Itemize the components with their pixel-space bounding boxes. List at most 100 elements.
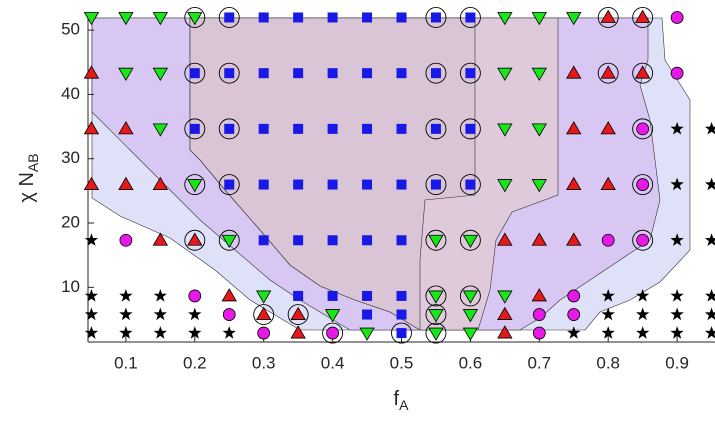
star-point xyxy=(704,121,715,135)
phase-regions xyxy=(91,17,691,331)
down-triangle-point xyxy=(118,67,134,81)
up-triangle-point xyxy=(600,176,616,190)
star-point xyxy=(153,307,167,321)
ring-point xyxy=(184,62,206,84)
star-point xyxy=(670,233,684,246)
star-point xyxy=(636,307,650,321)
up-triangle-point xyxy=(290,306,306,320)
down-triangle-point xyxy=(497,12,513,26)
ring-point xyxy=(632,229,654,251)
up-triangle-point xyxy=(497,306,513,320)
star-point xyxy=(222,326,236,339)
ring-point xyxy=(218,7,240,28)
square-point xyxy=(258,68,269,79)
ring-point xyxy=(184,118,206,140)
ring-point xyxy=(425,62,447,84)
down-triangle-point xyxy=(359,327,375,341)
square-point xyxy=(465,179,476,190)
y-axis-label: χ NAB xyxy=(16,153,40,202)
square-point xyxy=(327,235,338,246)
square-point xyxy=(327,179,338,190)
square-point xyxy=(362,123,373,134)
up-triangle-point xyxy=(600,65,616,79)
square-point xyxy=(430,68,441,79)
up-triangle-point xyxy=(290,325,306,339)
x-tick-label: 0.7 xyxy=(527,353,551,372)
square-point xyxy=(189,68,200,79)
square-point xyxy=(258,123,269,134)
star-point xyxy=(188,307,202,321)
square-point xyxy=(396,309,407,320)
down-triangle-point xyxy=(566,12,582,26)
down-triangle-point xyxy=(462,327,479,341)
square-point xyxy=(465,68,476,79)
down-triangle-point xyxy=(221,234,237,249)
down-triangle-point xyxy=(256,290,272,304)
down-triangle-point xyxy=(531,123,547,137)
square-point xyxy=(396,123,407,134)
up-triangle-point xyxy=(634,9,651,23)
star-point xyxy=(84,289,99,302)
ring-point xyxy=(459,174,481,196)
up-triangle-point xyxy=(566,232,582,246)
down-triangle-point xyxy=(152,12,169,26)
star-point xyxy=(670,177,684,191)
up-triangle-point xyxy=(531,288,547,302)
square-point xyxy=(293,179,304,190)
circle-point xyxy=(257,326,271,340)
star-point xyxy=(670,289,684,302)
ring-point xyxy=(459,7,481,28)
down-triangle-point xyxy=(83,12,100,26)
ring-point xyxy=(425,285,447,307)
star-point xyxy=(119,289,133,302)
ring-point xyxy=(253,304,275,325)
ring-point xyxy=(632,62,654,84)
square-point xyxy=(189,123,200,134)
up-triangle-point xyxy=(566,65,582,79)
ring-point xyxy=(597,62,619,84)
down-triangle-point xyxy=(118,12,134,26)
star-point xyxy=(670,326,684,339)
y-tick-label: 20 xyxy=(61,213,80,232)
down-triangle-point xyxy=(428,309,444,323)
down-triangle-point xyxy=(462,234,479,249)
ring-point xyxy=(459,118,481,140)
square-point xyxy=(396,12,407,23)
square-point xyxy=(327,290,338,301)
square-point xyxy=(362,68,373,79)
y-tick-label: 30 xyxy=(61,148,80,167)
star-point xyxy=(119,326,133,339)
down-triangle-point xyxy=(531,12,547,26)
ring-point xyxy=(322,322,344,344)
x-tick-label: 0.1 xyxy=(114,353,138,372)
square-point xyxy=(430,12,441,23)
star-point xyxy=(704,177,715,191)
up-triangle-point xyxy=(83,65,100,79)
square-point xyxy=(362,309,373,320)
square-point xyxy=(258,235,269,246)
square-point xyxy=(465,123,476,134)
up-triangle-point xyxy=(566,176,582,190)
down-triangle-point xyxy=(462,290,479,304)
ring-point xyxy=(184,229,206,251)
down-triangle-point xyxy=(462,309,479,323)
circle-point xyxy=(532,308,546,321)
ring-point xyxy=(218,62,240,84)
down-triangle-point xyxy=(497,179,513,193)
ring-point xyxy=(459,229,481,251)
ring-point xyxy=(425,7,447,28)
circle-point xyxy=(636,178,650,191)
ring-point xyxy=(425,174,447,196)
ring-point xyxy=(597,7,619,28)
up-triangle-point xyxy=(152,176,169,190)
star-point xyxy=(704,307,715,321)
up-triangle-point xyxy=(497,232,513,246)
square-point xyxy=(293,123,304,134)
down-triangle-point xyxy=(152,123,169,137)
ring-point xyxy=(459,62,481,84)
circle-point xyxy=(636,233,650,247)
ring-point xyxy=(184,7,206,28)
star-point xyxy=(84,307,99,321)
circle-point xyxy=(670,11,684,24)
down-triangle-point xyxy=(428,290,444,304)
